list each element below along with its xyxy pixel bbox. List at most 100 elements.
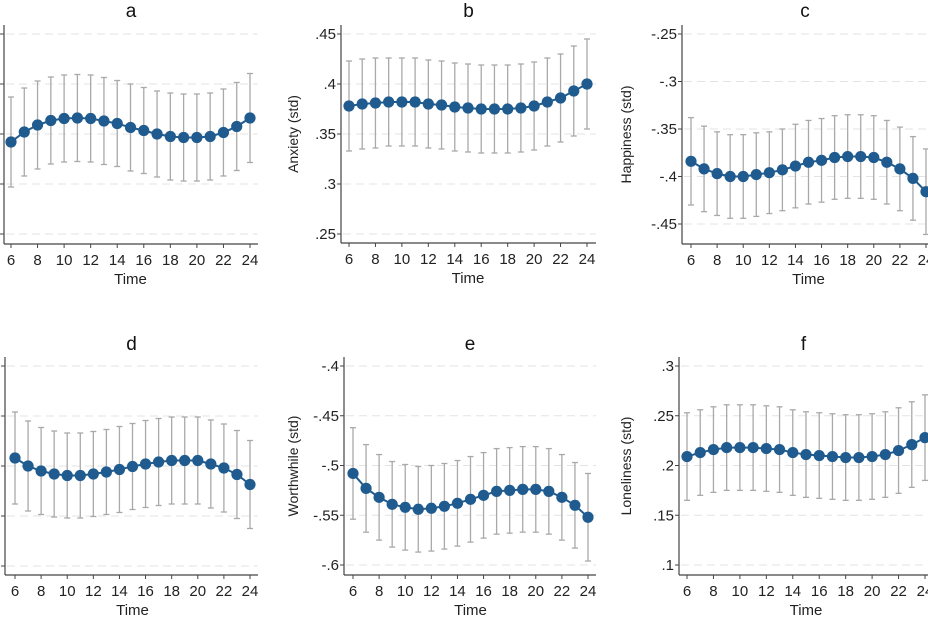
y-tick-label: -.45 <box>313 408 339 425</box>
data-point <box>5 136 17 148</box>
data-point <box>747 441 759 454</box>
data-point <box>383 96 395 108</box>
data-point <box>866 450 878 463</box>
data-point <box>763 167 775 179</box>
data-point <box>205 458 217 470</box>
data-point <box>71 112 83 124</box>
data-point <box>892 444 905 457</box>
data-point <box>449 101 461 113</box>
data-point <box>343 100 355 112</box>
data-point <box>218 462 230 474</box>
data-point <box>178 131 190 144</box>
x-tick-label: 24 <box>918 252 928 269</box>
y-tick-label: -.55 <box>313 507 339 524</box>
data-point <box>396 96 408 108</box>
x-tick-label: 12 <box>761 252 778 269</box>
data-point <box>22 460 34 472</box>
data-point <box>750 169 762 181</box>
y-axis-label: Loneliness (std) <box>618 417 634 516</box>
data-point <box>191 131 203 144</box>
data-point <box>138 124 150 137</box>
data-point <box>881 156 893 168</box>
data-point <box>61 469 73 482</box>
data-point <box>166 454 178 467</box>
data-point <box>815 154 828 166</box>
data-point <box>694 446 706 459</box>
x-tick-label: 12 <box>423 583 440 600</box>
y-tick-label: .25 <box>315 226 336 243</box>
data-point <box>451 497 464 509</box>
x-tick-label: 16 <box>137 583 154 600</box>
x-tick-label: 22 <box>215 252 232 269</box>
data-point <box>787 446 799 459</box>
data-point <box>868 151 880 164</box>
x-tick-label: 24 <box>580 583 597 600</box>
data-point <box>829 151 841 164</box>
x-tick-label: 24 <box>917 583 928 600</box>
x-tick-label: 18 <box>163 583 180 600</box>
panel-title: d <box>126 334 137 355</box>
data-point <box>74 469 86 482</box>
x-tick-label: 16 <box>473 251 490 268</box>
data-point <box>360 482 372 494</box>
data-point <box>9 452 21 464</box>
data-point <box>920 186 928 198</box>
panel-title: a <box>126 1 137 22</box>
y-tick-label: -.4 <box>321 358 339 375</box>
data-point <box>826 450 839 463</box>
data-point <box>685 155 697 167</box>
data-point <box>707 443 720 456</box>
panel-title: b <box>463 1 474 22</box>
y-tick-label: .3 <box>661 358 674 375</box>
data-point <box>475 103 487 115</box>
x-tick-label: 10 <box>732 583 749 600</box>
data-point <box>151 128 163 140</box>
x-tick-label: 14 <box>787 252 804 269</box>
data-point <box>906 439 918 451</box>
x-tick-label: 8 <box>371 251 379 268</box>
x-tick-label: 6 <box>345 251 353 268</box>
data-point <box>373 491 385 503</box>
data-point <box>204 130 216 143</box>
data-point <box>515 102 527 114</box>
y-tick-label: .3 <box>323 176 336 193</box>
y-axis-label: Happiness (std) <box>618 85 634 183</box>
data-point <box>244 112 256 124</box>
data-point <box>409 96 421 108</box>
data-point <box>568 85 580 97</box>
x-tick-label: 8 <box>375 583 383 600</box>
data-point <box>464 493 477 505</box>
x-tick-label: 14 <box>109 252 126 269</box>
data-point <box>217 126 230 139</box>
x-tick-label: 10 <box>735 252 752 269</box>
y-axis-label: Worthwhile (std) <box>285 416 301 517</box>
data-point <box>438 500 450 512</box>
data-point <box>907 172 919 184</box>
x-tick-label: 12 <box>82 252 99 269</box>
data-point <box>842 150 854 163</box>
y-tick-label: .4 <box>323 76 336 93</box>
x-tick-label: 18 <box>501 583 518 600</box>
x-tick-label: 12 <box>85 583 102 600</box>
data-point <box>18 126 30 138</box>
x-tick-label: 16 <box>813 252 830 269</box>
x-tick-label: 16 <box>135 252 152 269</box>
y-tick-label: .25 <box>653 408 674 425</box>
x-tick-label: 18 <box>839 252 856 269</box>
x-axis-label: Time <box>454 602 487 619</box>
data-point <box>919 432 928 444</box>
x-tick-label: 8 <box>33 252 41 269</box>
panel-title: c <box>800 1 810 22</box>
y-tick-label: -.45 <box>651 216 677 233</box>
panel-e: -.6 -.55 -.5 -.45 -.4 6 8 10 12 14 16 18 20 22 24 e Time… <box>285 334 596 619</box>
panel-title: e <box>465 334 476 355</box>
data-point <box>528 100 540 112</box>
x-tick-label: 10 <box>56 252 73 269</box>
panel-title: f <box>801 334 807 355</box>
x-tick-label: 14 <box>111 583 128 600</box>
x-tick-label: 10 <box>397 583 414 600</box>
x-tick-label: 22 <box>554 583 571 600</box>
x-tick-label: 8 <box>713 252 721 269</box>
x-tick-label: 10 <box>394 251 411 268</box>
data-point <box>35 465 47 477</box>
